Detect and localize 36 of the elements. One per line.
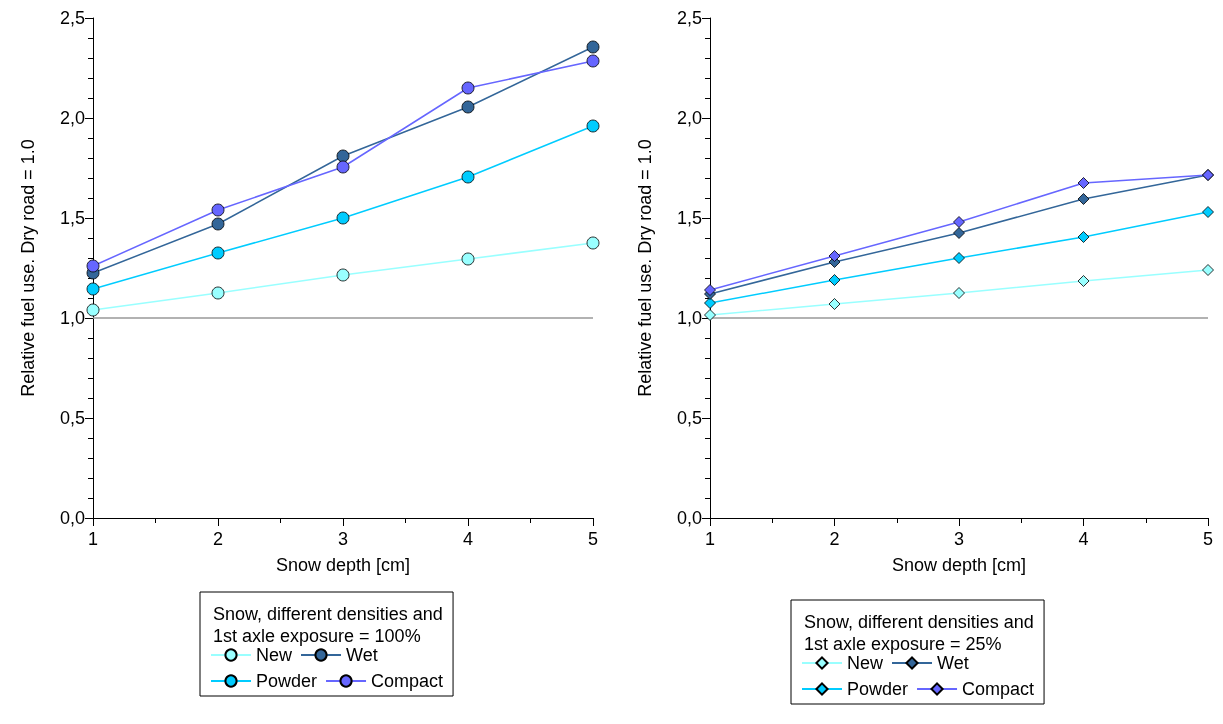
x-tick-label: 5 (587, 529, 599, 549)
x-tick-label: 2 (829, 529, 840, 549)
legend-label: New (256, 645, 294, 665)
x-tick-label: 3 (337, 529, 349, 549)
legend-title: Snow, different densities and 1st axle exposure = 100% (213, 604, 448, 646)
legend-label: Powder (847, 679, 909, 699)
x-tick-label: 1 (704, 529, 716, 549)
y-tick-label: 1,5 (59, 208, 85, 228)
y-tick-label: 2,0 (59, 108, 85, 128)
y-tick-label: 1,0 (59, 308, 85, 328)
x-tick-label: 3 (953, 529, 965, 549)
y-tick-label: 2,5 (59, 8, 85, 28)
x-tick-label: 2 (212, 529, 224, 549)
y-tick-label: 0,0 (59, 508, 85, 528)
legend-label: Wet (937, 653, 969, 673)
legend-title: Snow, different densities and 1st axle exposure = 25% (804, 612, 1039, 654)
x-axis-title: Snow depth [cm] (891, 555, 1027, 575)
y-tick-label: 1,0 (676, 308, 702, 328)
legend-label: Wet (346, 645, 378, 665)
y-tick-label: 1,5 (676, 208, 702, 228)
legend-label: New (847, 653, 885, 673)
legend-label: Compact (371, 671, 444, 691)
x-tick-label: 5 (1202, 529, 1214, 549)
y-tick-label: 2,0 (676, 108, 702, 128)
y-tick-label: 0,0 (676, 508, 702, 528)
x-tick-label: 4 (1078, 529, 1089, 549)
x-tick-label: 1 (87, 529, 99, 549)
y-axis-title: Relative fuel use. Dry road = 1.0 (18, 139, 38, 397)
x-axis-title: Snow depth [cm] (275, 555, 411, 575)
y-axis-title: Relative fuel use. Dry road = 1.0 (635, 139, 655, 397)
x-tick-label: 4 (462, 529, 474, 549)
legend-label: Compact (962, 679, 1035, 699)
y-tick-label: 0,5 (59, 408, 85, 428)
y-tick-label: 0,5 (676, 408, 702, 428)
y-tick-label: 2,5 (676, 8, 702, 28)
legend-label: Powder (256, 671, 318, 691)
